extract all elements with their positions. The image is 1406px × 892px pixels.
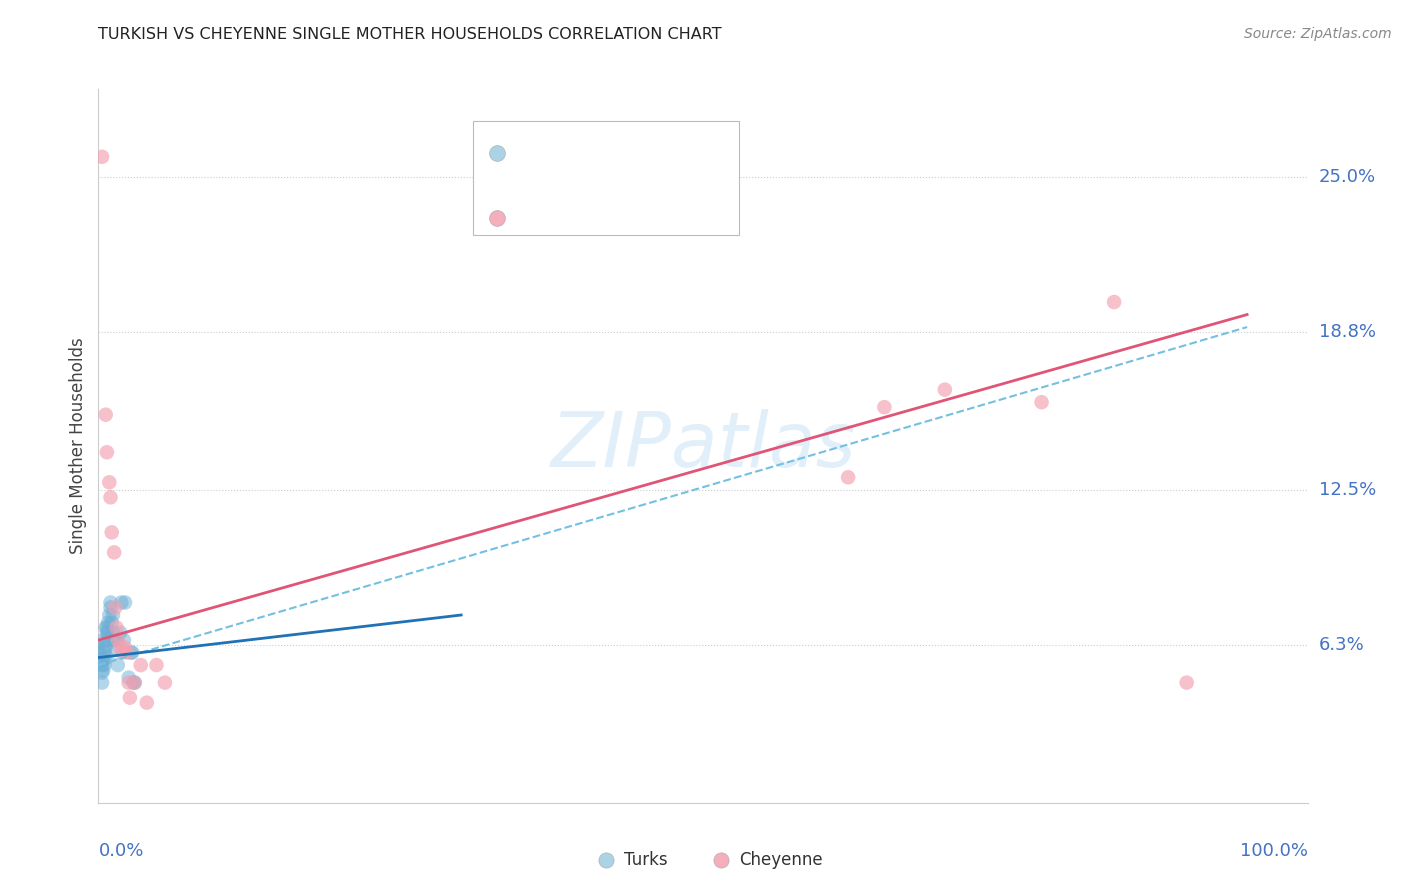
Point [93,658,115,673]
Text: 0.0%: 0.0% [98,842,143,860]
Point [91,675,114,690]
Y-axis label: Single Mother Households: Single Mother Households [69,338,87,554]
Point [105,621,128,635]
Point [94,408,117,422]
Point [112,633,135,648]
Point [108,640,131,655]
Point [145,658,167,673]
Point [837,470,859,484]
Point [93,646,115,660]
Point [100,595,122,609]
Point [101,625,124,640]
Point [96,625,118,640]
Point [91,653,114,667]
Point [122,675,145,690]
Point [97,615,120,630]
Text: 6.3%: 6.3% [1319,636,1364,654]
Point [96,445,118,459]
Text: R =: R = [524,145,560,162]
Point [96,650,118,665]
Point [118,675,141,690]
Text: N =: N = [645,145,682,162]
Point [124,675,146,690]
Point [94,640,117,655]
Point [101,607,124,622]
Text: ZIPatlas: ZIPatlas [550,409,856,483]
Text: 25.0%: 25.0% [1319,168,1376,186]
Point [121,646,143,660]
Point [110,595,132,609]
Point [91,150,114,164]
Text: 12.5%: 12.5% [1319,481,1376,499]
Point [103,633,125,648]
Text: 27: 27 [695,209,718,227]
Point [94,638,117,652]
Point [104,600,127,615]
Point [105,633,128,648]
Point [98,607,121,622]
Point [153,675,176,690]
Point [111,646,134,660]
Text: 0.563: 0.563 [579,209,633,227]
Point [96,633,118,648]
Point [135,696,157,710]
Text: N =: N = [645,209,682,227]
Point [93,650,115,665]
Text: R =: R = [524,209,560,227]
Point [1102,295,1125,310]
Point [97,625,120,640]
Point [91,665,114,680]
Point [107,658,129,673]
Point [100,491,122,505]
Point [1175,675,1198,690]
Point [114,640,136,655]
Point [87,640,110,655]
Point [107,633,129,648]
Point [1031,395,1053,409]
Point [87,646,110,660]
Point [114,595,136,609]
Text: TURKISH VS CHEYENNE SINGLE MOTHER HOUSEHOLDS CORRELATION CHART: TURKISH VS CHEYENNE SINGLE MOTHER HOUSEH… [98,27,723,42]
Point [108,625,131,640]
Point [118,690,141,705]
Text: 100.0%: 100.0% [1240,842,1308,860]
Point [100,615,122,630]
Point [120,646,142,660]
Point [100,525,122,540]
Point [91,658,114,673]
Point [100,600,122,615]
Text: Turks: Turks [624,851,668,869]
Text: 0.183: 0.183 [579,145,633,162]
Text: Source: ZipAtlas.com: Source: ZipAtlas.com [1244,27,1392,41]
Point [98,475,121,490]
Point [103,545,125,559]
Text: 18.8%: 18.8% [1319,323,1375,341]
FancyBboxPatch shape [474,121,740,235]
Point [94,621,117,635]
Point [934,383,956,397]
Point [124,675,146,690]
Point [91,663,114,677]
Point [96,621,118,635]
Point [118,671,141,685]
Point [117,646,139,660]
Point [873,400,896,414]
Point [91,633,114,648]
Point [129,658,152,673]
Text: Cheyenne: Cheyenne [740,851,823,869]
Text: 39: 39 [695,145,718,162]
Point [104,640,127,655]
